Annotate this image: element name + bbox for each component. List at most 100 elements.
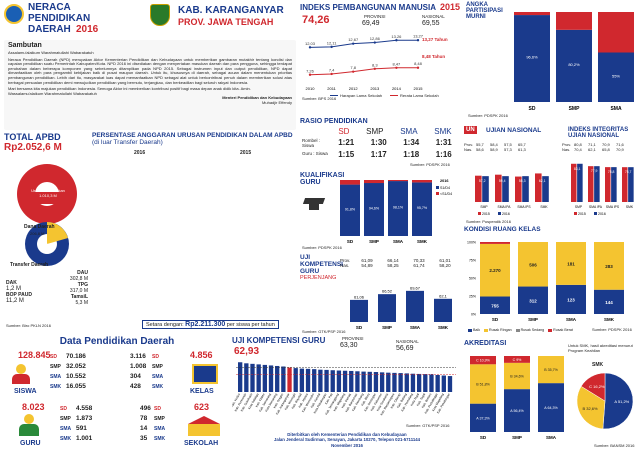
ukg-value-2: 69,67 (410, 285, 421, 290)
rasio-level-sd: SD (338, 127, 350, 136)
ipm-nasional-label: NASIONAL (422, 14, 445, 19)
iiun-cat-3: SMK (626, 205, 634, 209)
apm-value-1: 80,2% (568, 62, 580, 67)
un-title: UJIAN NASIONAL (486, 127, 542, 134)
title-pendidikan: PENDIDIKAN (28, 13, 91, 24)
apbd-boppaud-label: BOP PAUD (6, 292, 32, 298)
iiun-cat-0: SMP (575, 205, 583, 209)
un-bar-1-2 (522, 176, 529, 202)
apbd-urusan-box (28, 192, 66, 204)
kualifikasi-value-0: 91,8% (345, 207, 356, 211)
ruang-legend-baik-swatch (468, 328, 472, 332)
akreditasi-value-0-0: A 37,3% (476, 416, 490, 420)
un-bar-0-2 (515, 176, 522, 202)
apm-bar-rest-1 (556, 12, 592, 30)
data-pendidikan-panel: Data Pendidikan Daerah 128.845 SISWA SD 7… (4, 336, 230, 452)
kualifikasi-cat-1: SMP (369, 239, 379, 244)
apbd-dak-value: 1,2 M (6, 286, 22, 292)
ukg-kab-cat-7: Kab. Sragen (272, 392, 284, 409)
ruang-value-0-1: 312 (529, 298, 537, 303)
ukg-kab-bar-2 (250, 363, 255, 392)
ukg-kab-bar-4 (262, 364, 268, 392)
ruang-value-0-2: 123 (567, 297, 575, 302)
ukg-kab-panel: UJI KOMPETENSI GURU 62,93 PROVINSI 63,30… (232, 336, 460, 452)
ipm-year: 2015 (440, 2, 461, 12)
sambutan-panel: Sambutan Assalamu'alaikum Warahmatullahi… (4, 40, 296, 130)
apm-bar-rest-2 (598, 12, 634, 53)
ukg-bar-0 (350, 299, 368, 322)
ruang-cat-1: SMP (528, 317, 538, 322)
anggaran-chart (92, 156, 298, 318)
ipm-source: Sumber: BPS 2016 (302, 96, 337, 101)
school-building-icon (188, 416, 220, 438)
ipm-point-1-0 (308, 73, 312, 76)
kelas-sd-label: SD (152, 354, 159, 360)
anggaran-year-right: 2015 (240, 150, 252, 156)
ruang-legend-berat-swatch (548, 328, 553, 332)
footer-line3: November 2016 (331, 442, 363, 448)
ukg-bar-3 (434, 298, 452, 322)
sekolah-sma-label: SMA (154, 426, 166, 432)
iiun-value-3: 75,7 (625, 170, 632, 174)
kualifikasi-chart: 91,8% SD 94,6% SMP 98,1% SMA 95,7% SMK 2016 S1/D4… (340, 179, 452, 244)
ruang-bar-0-2 (556, 284, 586, 314)
ukg-prov-smp: 66,14 (387, 258, 399, 263)
ipm-legend-rata-swatch (390, 94, 399, 97)
ukg-kab-bar-18 (349, 370, 354, 392)
rasio-source: Sumber: PDSPK 2016 (410, 162, 450, 167)
ipm-point-0-0 (308, 46, 312, 49)
sambutan-title: Sambutan (8, 42, 42, 49)
ipm-point-1-1 (330, 72, 333, 76)
rasio-guru-sd: 1:15 (338, 150, 355, 159)
akreditasi-smk-label: SMK (592, 362, 604, 368)
sekolah-label: SEKOLAH (184, 440, 219, 447)
un-cat-0: SMP (480, 205, 488, 209)
apbd-urusan-label: Urusan Pendidikan (31, 188, 65, 193)
ukg-kab-bar-34 (447, 376, 453, 392)
akreditasi-value-0-1: A 56,4% (510, 409, 524, 413)
apm-cat-1: SMP (569, 106, 581, 112)
ukg-kab-bar-7 (281, 366, 286, 392)
kualifikasi-legend-lt: <S1/D4 (440, 192, 452, 196)
ukg-nas-smk: 58,20 (439, 263, 451, 268)
kualifikasi-legend-lt-swatch (436, 192, 439, 195)
ruang-title: KONDISI RUANG KELAS (464, 226, 541, 233)
ipm-point-1-5 (416, 66, 420, 69)
ukg-cat-0: SD (356, 325, 363, 330)
un-bar-1-0 (482, 176, 489, 202)
sambutan-signature-name: Muhadjir Effendy (262, 99, 292, 105)
ipm-title: INDEKS PEMBANGUNAN MANUSIA (300, 2, 437, 12)
un-cat-2: SMA IPS (517, 205, 531, 209)
sekolah-sma-value: 14 (140, 425, 148, 432)
anggaran-setara-value: Rp2.211.300 (185, 321, 226, 328)
ukg-subtitle: PERJENJANG (300, 275, 337, 281)
ukg-kab-cat-31: Kab. Brebes (421, 392, 433, 409)
un-value-2: 55,3 (519, 179, 526, 183)
sekolah-smp-value: 78 (140, 415, 148, 422)
sambutan-closing: Wassalamu'alaikum Warahmatullahi Wabarak… (8, 90, 97, 96)
iiun-value-0: 83,1 (574, 167, 581, 171)
guru-total: 8.023 (22, 402, 45, 412)
ukg-kab-cat-15: Kab. Pati (324, 392, 334, 405)
tut-wuri-logo (4, 4, 24, 24)
ipm-label-0-1: 12,11 (327, 40, 337, 45)
apbd-dana-daerah-label: Dana Daerah (24, 224, 55, 230)
ipm-tick-1: 2011 (327, 86, 336, 91)
ukg-kab-bar-29 (416, 373, 422, 392)
ukg-row-prov-label: Prov. (340, 258, 351, 263)
rasio-rombel-sd: 1:21 (338, 138, 355, 147)
iiun-bar-1-3 (628, 167, 634, 202)
un-value-1: 59,4 (499, 179, 506, 183)
apm-source: Sumber: PDSPK 2016 (468, 113, 508, 118)
kelas-label: KELAS (190, 388, 214, 395)
un-value-0: 57,2 (479, 179, 486, 183)
ipm-harapan-label: 13,27 Tahun (422, 37, 448, 42)
rasio-levels: SD SMP SMA SMK (330, 127, 460, 136)
kualifikasi-panel: KUALIFIKASI GURU 91,8% SD 94,6% SMP 98,1% SMA… (300, 172, 460, 252)
footer-line2: Jalan Jenderal Sudirman, Senayan, Jakart… (273, 437, 421, 443)
akreditasi-cat-0: SD (480, 435, 487, 440)
siswa-smp-label: SMP (50, 364, 61, 370)
ipm-provinsi-value: 69,49 (362, 20, 380, 27)
siswa-sd-value: 70.186 (66, 353, 86, 360)
ipm-point-0-1 (330, 45, 333, 49)
